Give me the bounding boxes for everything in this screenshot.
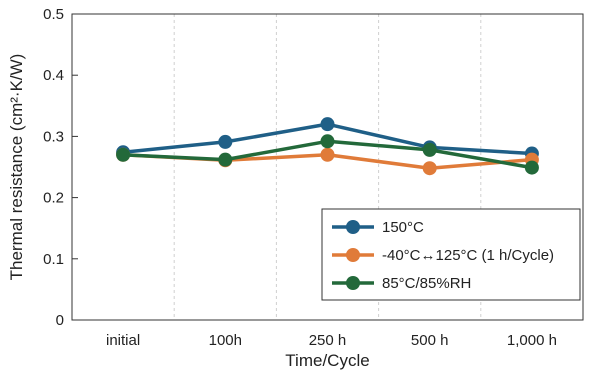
x-axis-label: Time/Cycle — [285, 351, 369, 370]
y-tick-label: 0.5 — [43, 6, 64, 23]
x-tick-label: 500 h — [411, 332, 449, 349]
data-point — [218, 134, 233, 149]
series-3 — [116, 134, 539, 175]
legend-label: -40°C↔125°C (1 h/Cycle) — [382, 247, 554, 264]
data-point — [422, 161, 437, 176]
legend-item: 85°C/85%RH — [332, 275, 471, 292]
data-point — [422, 142, 437, 157]
legend-label: 150°C — [382, 219, 424, 236]
data-point — [218, 152, 233, 167]
y-tick-label: 0.3 — [43, 128, 64, 145]
series-group — [116, 117, 539, 176]
y-tick-label: 0.4 — [43, 67, 64, 84]
x-axis-ticks: initial 100h 250 h 500 h 1,000 h — [106, 332, 557, 349]
data-point — [116, 147, 131, 162]
x-tick-label: initial — [106, 332, 140, 349]
legend-item: -40°C↔125°C (1 h/Cycle) — [332, 247, 554, 264]
data-point — [320, 117, 335, 132]
y-tick-label: 0.2 — [43, 190, 64, 207]
y-tick-label: 0 — [56, 312, 64, 329]
data-point — [320, 147, 335, 162]
legend-item: 150°C — [332, 219, 424, 236]
x-tick-label: 250 h — [309, 332, 347, 349]
legend-swatch-marker — [346, 248, 360, 262]
y-axis-ticks: 0 0.1 0.2 0.3 0.4 0.5 — [43, 6, 78, 329]
data-point — [320, 134, 335, 149]
legend-swatch-marker — [346, 276, 360, 290]
plot-area — [71, 13, 584, 321]
legend-swatch-marker — [346, 220, 360, 234]
x-tick-label: 100h — [209, 332, 242, 349]
data-point — [524, 160, 539, 175]
legend: 150°C -40°C↔125°C (1 h/Cycle) 85°C/85%RH — [321, 208, 581, 301]
legend-label: 85°C/85%RH — [382, 275, 471, 292]
x-tick-label: 1,000 h — [507, 332, 557, 349]
y-tick-label: 0.1 — [43, 251, 64, 268]
y-axis-label: Thermal resistance (cm²·K/W) — [7, 54, 26, 281]
